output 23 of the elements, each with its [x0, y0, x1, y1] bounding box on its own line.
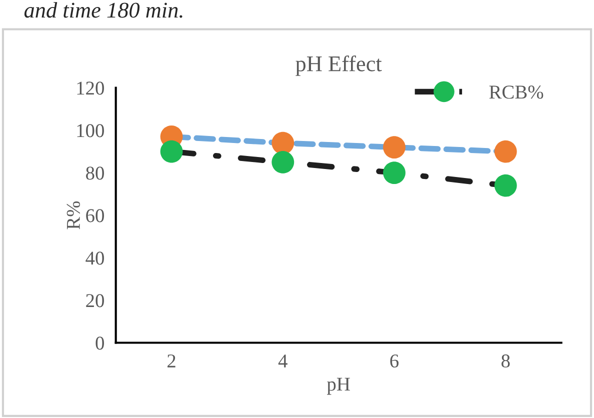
y-tick-label: 40 [86, 252, 104, 265]
x-tick-label: 8 [502, 354, 510, 368]
x-axis-title: pH [327, 378, 350, 395]
y-axis-title: R% [66, 201, 80, 230]
x-tick-label: 6 [390, 354, 399, 368]
y-tick-label: 120 [77, 82, 104, 95]
point [383, 162, 406, 184]
y-tick-label: 100 [77, 124, 104, 138]
point [160, 140, 183, 163]
text: and time 180 min. [24, 2, 182, 18]
legend-label: RCB% [489, 86, 544, 99]
y-tick-label: 80 [86, 166, 104, 180]
point [272, 150, 294, 174]
y-tick-label: 20 [86, 294, 104, 308]
x-tick-label: 4 [278, 354, 288, 368]
chart-title: pH Effect [296, 55, 382, 76]
point [383, 136, 406, 158]
point [494, 174, 517, 197]
x-tick-label: 2 [168, 354, 176, 368]
y-tick-label: 0 [96, 336, 104, 350]
y-tick-label: 60 [86, 209, 104, 222]
point [494, 140, 517, 163]
point [272, 132, 294, 154]
